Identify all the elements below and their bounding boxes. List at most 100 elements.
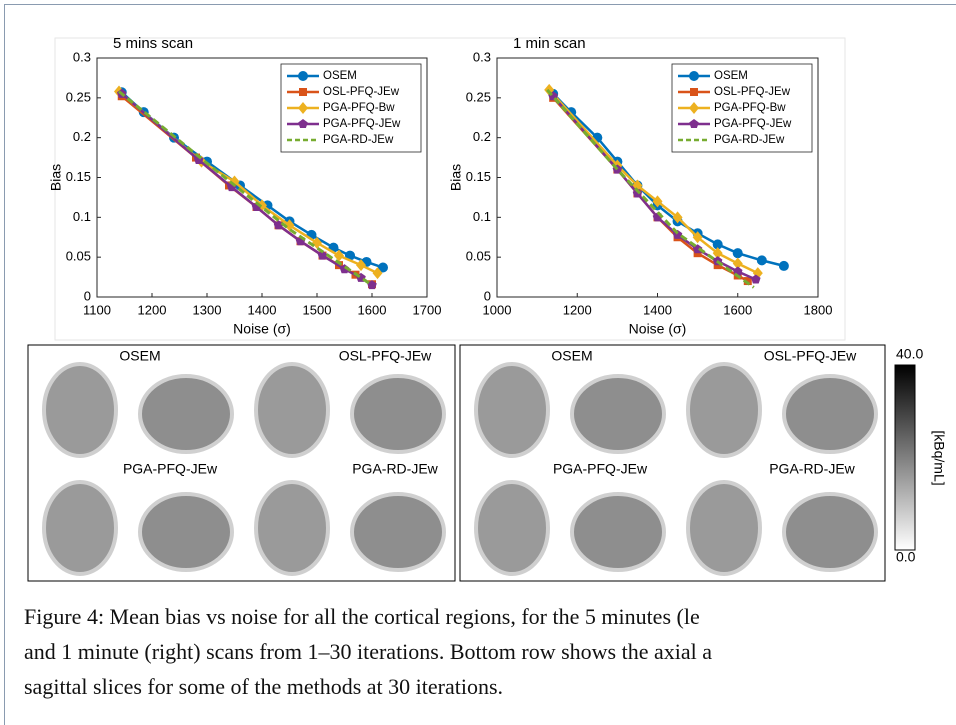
marker (756, 255, 767, 266)
panel-label: PGA-PFQ-JEw (123, 461, 218, 477)
legend-label: OSL-PFQ-JEw (714, 86, 791, 98)
y-axis-label: Bias (448, 164, 464, 191)
panel-label: OSEM (119, 348, 160, 364)
y-axis-label: Bias (48, 164, 64, 191)
axial-slice (254, 480, 330, 576)
y-tick-label: 0 (84, 288, 91, 303)
sagittal-slice (138, 492, 234, 572)
marker (312, 236, 322, 249)
axial-slice (686, 480, 762, 576)
marker (356, 259, 366, 272)
y-tick-label: 0.05 (466, 249, 491, 264)
legend-label: PGA-PFQ-JEw (714, 118, 792, 130)
panel-label: OSL-PFQ-JEw (339, 348, 432, 364)
x-axis-label: Noise (σ) (629, 321, 687, 337)
legend-marker (298, 71, 308, 81)
legend-marker (298, 119, 308, 128)
x-tick-label: 1000 (483, 302, 512, 317)
legend-label: OSEM (714, 70, 748, 82)
x-tick-label: 1400 (643, 302, 672, 317)
marker (632, 179, 643, 192)
sagittal-slice (570, 492, 666, 572)
legend-marker (298, 102, 308, 114)
axial-slice (686, 362, 762, 458)
panel-label: OSL-PFQ-JEw (764, 348, 857, 364)
marker (632, 188, 643, 198)
x-tick-label: 1400 (248, 302, 277, 317)
y-tick-label: 0.25 (66, 89, 91, 104)
chart-title: 5 mins scan (113, 35, 193, 52)
marker (692, 231, 703, 244)
marker (712, 239, 723, 250)
legend-marker (299, 88, 307, 96)
colorbar (894, 364, 916, 551)
x-tick-label: 1600 (723, 302, 752, 317)
caption-line: sagittal slices for some of the methods … (24, 674, 504, 699)
marker (334, 249, 344, 262)
axial-slice (474, 480, 550, 576)
series-line (118, 90, 373, 287)
sagittal-slice (782, 374, 878, 454)
sagittal-slice (138, 374, 234, 454)
marker (751, 274, 761, 284)
x-tick-label: 1700 (413, 302, 442, 317)
x-tick-label: 1200 (138, 302, 167, 317)
y-tick-label: 0.15 (66, 169, 91, 184)
axial-slice (254, 362, 330, 458)
legend-label: PGA-PFQ-JEw (323, 118, 401, 130)
panel-label: OSEM (551, 348, 592, 364)
legend-label: PGA-RD-JEw (323, 134, 394, 146)
y-tick-label: 0.1 (73, 209, 91, 224)
y-tick-label: 0 (484, 288, 491, 303)
x-axis-label: Noise (σ) (233, 321, 291, 337)
sagittal-slice (782, 492, 878, 572)
legend-marker (689, 119, 699, 128)
axial-slice (42, 362, 118, 458)
marker (284, 219, 295, 232)
marker (378, 262, 388, 273)
marker (317, 250, 328, 260)
legend-marker (689, 102, 699, 114)
legend-label: PGA-PFQ-Bw (714, 102, 786, 114)
marker (712, 247, 723, 260)
caption-line: and 1 minute (right) scans from 1–30 ite… (24, 639, 712, 664)
colorbar-max: 40.0 (896, 346, 923, 362)
axial-slice (42, 480, 118, 576)
y-tick-label: 0.05 (66, 249, 91, 264)
legend-marker (689, 71, 699, 81)
marker (372, 267, 383, 280)
colorbar-unit: [kBq/mL] (931, 430, 947, 485)
x-tick-label: 1800 (804, 302, 833, 317)
y-tick-label: 0.3 (473, 49, 491, 64)
x-tick-label: 1600 (358, 302, 387, 317)
sagittal-slice (350, 492, 446, 572)
x-tick-label: 1100 (83, 302, 111, 317)
marker (743, 277, 752, 286)
legend-label: PGA-RD-JEw (714, 134, 785, 146)
series-line (546, 88, 755, 289)
legend-marker (690, 88, 698, 96)
x-tick-label: 1500 (303, 302, 332, 317)
marker (778, 260, 789, 271)
chart-title: 1 min scan (513, 35, 586, 52)
marker (672, 211, 683, 224)
figure: 40.0 0.0 [kBq/mL] OSEM OSL-PFQ-JEw PGA-PFQ… (27, 35, 947, 582)
marker (732, 248, 743, 259)
x-tick-label: 1300 (193, 302, 222, 317)
sagittal-slice (570, 374, 666, 454)
y-tick-label: 0.3 (73, 49, 91, 64)
panel-label: PGA-RD-JEw (769, 461, 855, 477)
y-tick-label: 0.25 (466, 89, 491, 104)
marker (367, 280, 377, 290)
y-tick-label: 0.2 (73, 129, 91, 144)
marker (652, 195, 663, 208)
series-line (120, 92, 373, 287)
frame (4, 4, 956, 725)
y-tick-label: 0.15 (466, 169, 491, 184)
legend-label: OSEM (323, 70, 357, 82)
y-tick-label: 0.1 (473, 209, 491, 224)
legend-label: PGA-PFQ-Bw (323, 102, 395, 114)
legend-label: OSL-PFQ-JEw (323, 86, 400, 98)
marker (732, 257, 743, 270)
